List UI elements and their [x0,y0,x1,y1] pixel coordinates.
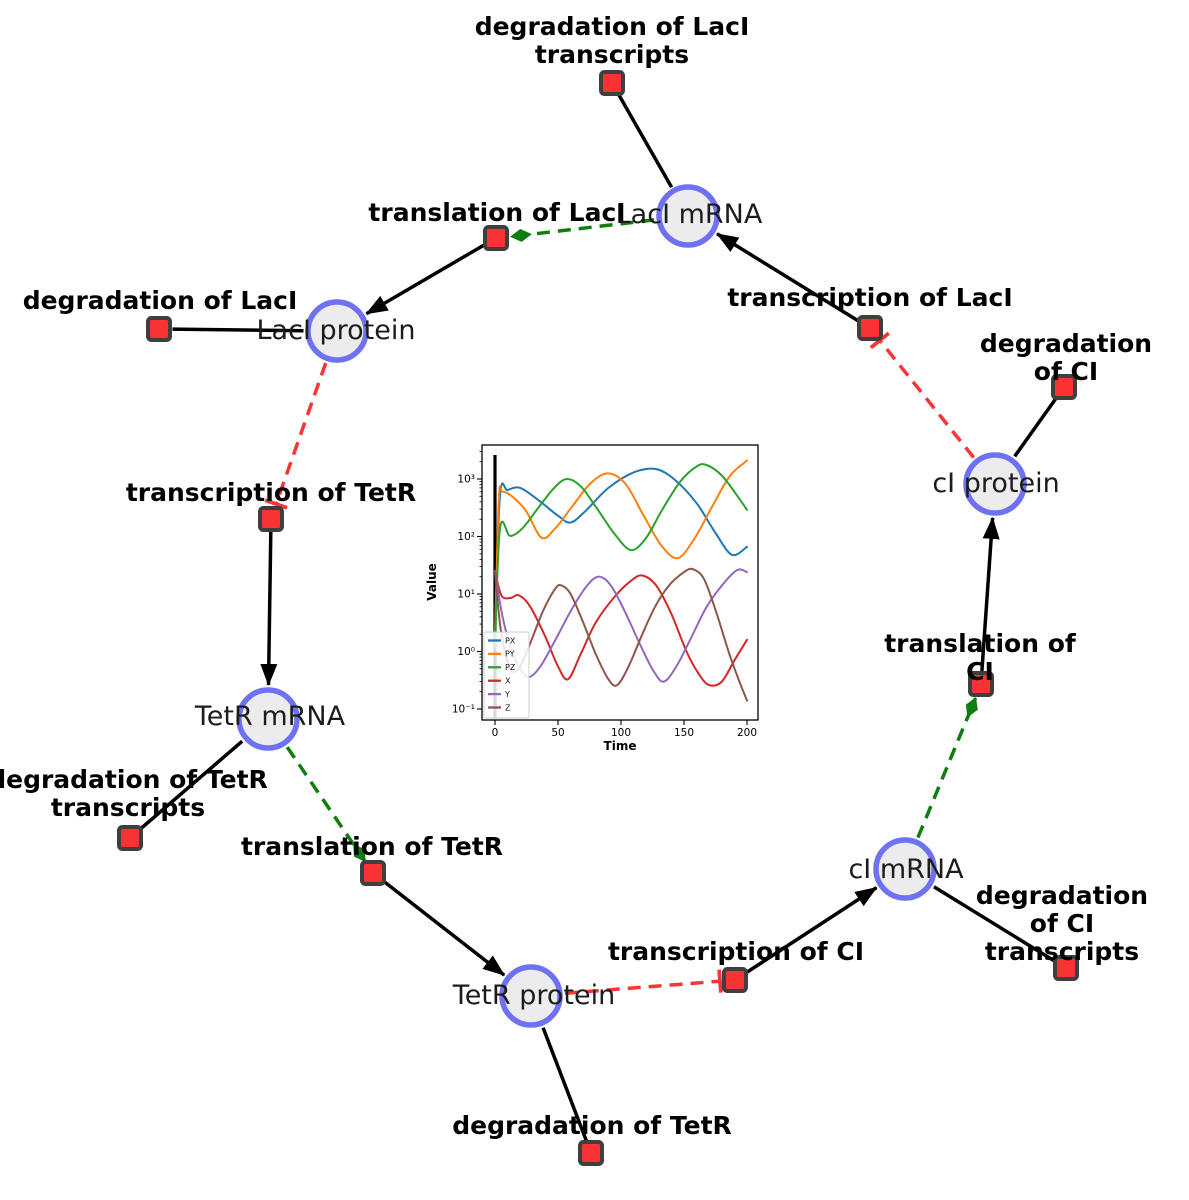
timeseries-inset-plot: 0 50 100 150 200 10⁻¹ 10⁰ 10¹ 10² 10³ Time Value PX P… [425,444,759,753]
edge-translation-ci-to-ci-protein [980,516,1000,672]
nodes-layer [117,70,1079,1166]
edge-translation-tetr-to-tetr-protein [382,879,506,977]
reaction-translation-of-tetr[interactable] [360,860,386,886]
edge-tetr-mrna-to-degradation-tetr-transcripts [138,739,244,831]
chart-curves [494,459,748,702]
label-translation-of-ci: translation of CI [884,629,1076,686]
label-transcription-of-laci: transcription of LacI [727,283,1013,312]
legend-label-Y: Y [504,690,510,699]
chart-axes-box [481,444,759,721]
label-translation-of-laci: translation of LacI [368,198,626,227]
edge-tetr-protein-to-degradation-tetr [541,1027,589,1142]
label-degradation-of-laci: degradation of LacI [22,286,298,315]
edge-laci-protein-inhibits-transcription-tetr [264,362,328,510]
node-laci-mrna[interactable] [656,184,720,248]
edge-tetr-protein-inhibits-transcription-ci [564,969,723,996]
edge-ci-protein-inhibits-transcription-laci [869,331,976,459]
reaction-transcription-of-ci[interactable] [722,967,748,993]
label-degradation-of-ci: degradation of CI [979,329,1153,386]
chart-x-tick-label: 150 [674,727,694,739]
label-degradation-of-tetr: degradation of TetR [452,1111,732,1140]
edge-transcription-tetr-to-tetr-mrna [260,531,278,686]
label-tetr-mrna: TetR mRNA [194,701,346,732]
chart-y-tick-label: 10¹ [457,589,475,601]
reaction-degradation-of-ci-transcripts[interactable] [1053,955,1079,981]
chart-y-tick-label: 10² [457,531,475,543]
node-ci-mrna[interactable] [873,837,937,901]
legend-label-PY: PY [505,650,515,659]
label-ci-protein: cI protein [932,468,1060,499]
chart-series-PZ [494,463,748,648]
label-ci-mrna: cI mRNA [848,854,964,885]
edge-transcription-ci-to-ci-mrna [744,886,878,975]
label-transcription-of-tetr: transcription of TetR [125,478,417,507]
chart-x-tick-label: 0 [492,727,499,739]
reaction-translation-of-laci[interactable] [483,225,509,251]
node-ci-protein[interactable] [963,452,1027,516]
edge-laci-protein-to-degradation-laci [172,327,304,333]
label-tetr-protein: TetR protein [452,980,616,1011]
node-tetr-protein[interactable] [499,964,563,1028]
chart-x-tick-label: 50 [551,727,564,739]
label-transcription-of-ci: transcription of CI [607,937,865,966]
chart-y-tick-label: 10³ [457,474,475,486]
chart-series-Y [494,568,748,683]
chart-y-tick-label: 10⁰ [457,646,475,658]
edge-translation-laci-to-laci-protein [365,243,486,316]
edge-laci-mrna-to-degradation-transcripts [616,93,674,189]
edge-ci-protein-to-degradation-ci [1013,396,1058,458]
chart-series-PY [494,459,748,643]
reaction-degradation-of-ci[interactable] [1051,374,1077,400]
edge-tetr-mrna-catalyzes-translation-tetr [285,746,367,863]
node-laci-protein[interactable] [305,299,369,363]
label-degradation-of-laci-transcripts: degradation of LacI transcripts [474,12,750,69]
chart-xlabel: Time [604,739,637,753]
legend-label-Z: Z [505,703,511,712]
reaction-degradation-of-laci[interactable] [146,316,172,342]
chart-x-tick-label: 100 [611,727,631,739]
label-degradation-of-tetr-transcripts: degradation of TetR transcripts [0,765,268,822]
legend-label-PX: PX [505,636,516,645]
edges-layer [138,93,1058,1142]
chart-y-tick-label: 10⁻¹ [452,704,475,716]
node-tetr-mrna[interactable] [236,687,300,751]
edge-ci-mrna-to-degradation-ci-transcripts [933,885,1056,963]
edge-transcription-laci-to-laci-mrna [716,232,860,323]
legend-label-PZ: PZ [505,663,516,672]
reaction-transcription-of-tetr[interactable] [258,506,284,532]
label-laci-protein: LacI protein [256,315,416,346]
reaction-degradation-of-tetr[interactable] [578,1140,604,1166]
edge-laci-mrna-catalyzes-translation-laci [510,218,655,242]
chart-x-tick-label: 200 [737,727,757,739]
legend-label-X: X [505,677,511,686]
reaction-translation-of-ci[interactable] [968,671,994,697]
reaction-transcription-of-laci[interactable] [857,315,883,341]
label-translation-of-tetr: translation of TetR [240,832,504,861]
reaction-degradation-of-laci-transcripts[interactable] [599,70,625,96]
label-laci-mrna: LacI mRNA [615,199,763,230]
chart-series-X [494,570,748,687]
label-degradation-of-ci-transcripts: degradation of CI transcripts [975,881,1149,966]
chart-series-PX [494,467,748,636]
chart-ylabel: Value [425,563,439,601]
reaction-degradation-of-tetr-transcripts[interactable] [117,825,143,851]
edge-ci-mrna-catalyzes-translation-ci [916,697,978,839]
